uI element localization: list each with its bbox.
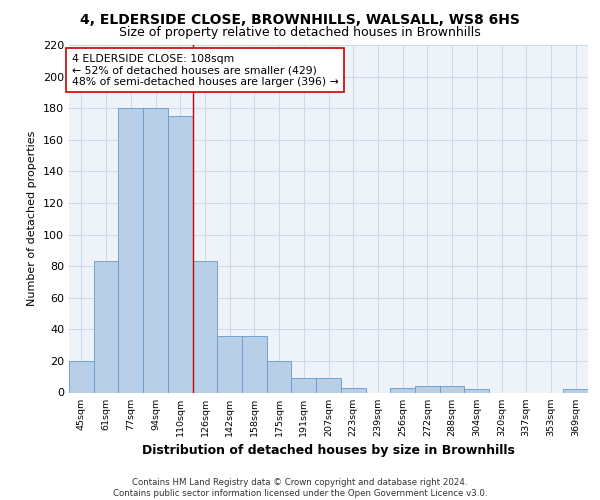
Bar xyxy=(440,386,464,392)
Bar xyxy=(193,262,217,392)
Text: 4, ELDERSIDE CLOSE, BROWNHILLS, WALSALL, WS8 6HS: 4, ELDERSIDE CLOSE, BROWNHILLS, WALSALL,… xyxy=(80,14,520,28)
Bar xyxy=(316,378,341,392)
Text: 4 ELDERSIDE CLOSE: 108sqm
← 52% of detached houses are smaller (429)
48% of semi: 4 ELDERSIDE CLOSE: 108sqm ← 52% of detac… xyxy=(71,54,338,87)
Bar xyxy=(292,378,316,392)
Text: Size of property relative to detached houses in Brownhills: Size of property relative to detached ho… xyxy=(119,26,481,39)
Bar xyxy=(143,108,168,393)
Bar xyxy=(415,386,440,392)
Bar xyxy=(94,262,118,392)
Bar xyxy=(168,116,193,392)
Bar xyxy=(267,361,292,392)
Bar xyxy=(217,336,242,392)
Bar xyxy=(242,336,267,392)
Bar xyxy=(341,388,365,392)
Bar xyxy=(69,361,94,392)
Bar xyxy=(118,108,143,393)
Text: Contains HM Land Registry data © Crown copyright and database right 2024.
Contai: Contains HM Land Registry data © Crown c… xyxy=(113,478,487,498)
Bar xyxy=(390,388,415,392)
Y-axis label: Number of detached properties: Number of detached properties xyxy=(28,131,37,306)
Bar xyxy=(563,390,588,392)
X-axis label: Distribution of detached houses by size in Brownhills: Distribution of detached houses by size … xyxy=(142,444,515,457)
Bar xyxy=(464,390,489,392)
